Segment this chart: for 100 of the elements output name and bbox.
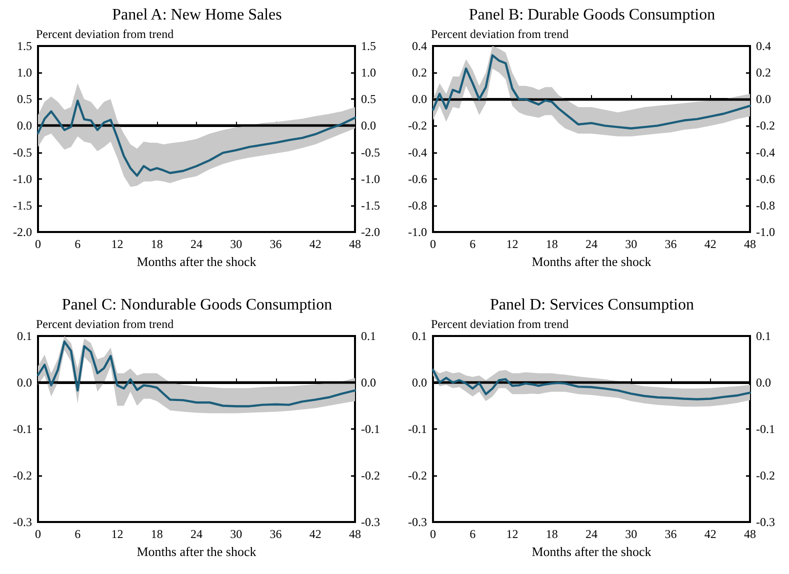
- y2-tick-label: 0.5: [361, 92, 376, 106]
- y2-tick-label: -0.2: [756, 468, 775, 482]
- y-tick-label: -0.5: [13, 145, 32, 160]
- y-tick-label: 0.0: [412, 92, 427, 106]
- y2-tick-label: 0.1: [756, 329, 771, 343]
- x-tick-label: 0: [35, 237, 41, 251]
- line-series: [432, 368, 752, 400]
- chart-title: Panel C: Nondurable Goods Consumption: [62, 296, 332, 314]
- y-tick-label: -0.4: [408, 145, 427, 160]
- y-tick-label: -0.2: [13, 468, 32, 482]
- x-axis-title: Months after the shock: [136, 254, 257, 269]
- y2-tick-label: 0.1: [361, 329, 376, 343]
- y2-tick-label: -1.5: [361, 198, 380, 212]
- x-tick-label: 42: [309, 527, 322, 541]
- y-tick-label: -1.5: [13, 198, 32, 212]
- x-tick-label: 42: [704, 527, 716, 541]
- x-tick-label: 36: [664, 237, 677, 251]
- x-tick-label: 48: [349, 237, 361, 251]
- x-tick-label: 6: [74, 527, 81, 541]
- chart-title: Panel D: Services Consumption: [490, 296, 694, 314]
- y2-tick-label: 0.0: [361, 376, 376, 390]
- y-tick-label: 1.5: [17, 39, 32, 53]
- x-tick-label: 30: [230, 527, 242, 541]
- x-tick-label: 6: [470, 527, 476, 541]
- y-tick-label: 0.1: [412, 329, 427, 343]
- x-tick-label: 24: [190, 527, 202, 541]
- y-tick-label: -0.2: [408, 468, 427, 482]
- y-tick-label: 0.1: [17, 329, 32, 343]
- x-tick-label: 18: [546, 237, 558, 251]
- x-tick-label: 36: [270, 237, 282, 251]
- x-tick-label: 30: [230, 237, 242, 251]
- y-tick-label: 0.0: [17, 118, 32, 133]
- x-tick-label: 0: [35, 527, 41, 541]
- x-tick-label: 0: [430, 527, 436, 541]
- x-tick-label: 12: [506, 237, 518, 251]
- x-tick-label: 18: [150, 527, 163, 541]
- y2-tick-label: -0.1: [361, 422, 380, 436]
- x-tick-label: 36: [664, 527, 677, 541]
- y2-tick-label: -0.4: [756, 145, 775, 160]
- y-tick-label: -1.0: [408, 225, 427, 239]
- y-tick-label: -0.1: [408, 422, 427, 436]
- y-tick-label: -2.0: [13, 225, 32, 239]
- y-tick-label: -0.3: [408, 515, 427, 529]
- x-tick-label: 12: [111, 237, 124, 251]
- y-tick-label: -1.0: [13, 172, 32, 186]
- y2-tick-label: 0.4: [756, 39, 771, 53]
- y2-tick-label: 0.0: [756, 92, 771, 106]
- y-tick-label: 0.2: [412, 66, 427, 80]
- x-axis-title: Months after the shock: [532, 544, 652, 559]
- line-series: [36, 100, 356, 177]
- x-tick-label: 24: [586, 527, 598, 541]
- x-tick-label: 6: [470, 237, 476, 251]
- y2-tick-label: -1.0: [361, 172, 380, 186]
- y-tick-label: 0.0: [412, 376, 427, 390]
- y-tick-label: 0.5: [17, 92, 32, 106]
- y2-tick-label: -0.2: [361, 468, 380, 482]
- y2-tick-label: 0.2: [756, 66, 771, 80]
- x-tick-label: 18: [150, 237, 163, 251]
- y-tick-label: 0.0: [17, 376, 32, 390]
- y-axis-title: Percent deviation from trend: [36, 27, 174, 42]
- x-tick-label: 48: [349, 527, 361, 541]
- x-tick-label: 36: [270, 527, 282, 541]
- y-tick-label: 1.0: [17, 66, 32, 80]
- y-tick-label: -0.3: [13, 515, 32, 529]
- y-tick-label: -0.2: [408, 118, 427, 133]
- y2-tick-label: 1.0: [361, 66, 376, 80]
- line-series: [432, 54, 752, 130]
- x-tick-label: 30: [625, 237, 638, 251]
- y2-tick-label: -0.5: [361, 145, 380, 160]
- x-tick-label: 6: [74, 237, 81, 251]
- y2-tick-label: -0.3: [361, 515, 380, 529]
- x-tick-label: 30: [625, 527, 638, 541]
- x-tick-label: 18: [546, 527, 558, 541]
- y-tick-label: -0.8: [408, 198, 427, 212]
- x-tick-label: 0: [430, 237, 436, 251]
- x-tick-label: 12: [111, 527, 124, 541]
- y2-tick-label: 0.0: [361, 118, 376, 133]
- y-axis-title: Percent deviation from trend: [431, 317, 569, 332]
- y-axis-title: Percent deviation from trend: [431, 27, 569, 42]
- x-axis-title: Months after the shock: [136, 544, 257, 559]
- y2-tick-label: -0.2: [756, 118, 775, 133]
- y2-tick-label: 1.5: [361, 39, 376, 53]
- y-tick-label: 0.4: [412, 39, 427, 53]
- x-axis-title: Months after the shock: [532, 254, 652, 269]
- y-tick-label: -0.1: [13, 422, 32, 436]
- x-tick-label: 48: [744, 527, 756, 541]
- y2-tick-label: -0.8: [756, 198, 775, 212]
- y2-tick-label: -0.1: [756, 422, 775, 436]
- y2-tick-label: 0.0: [756, 376, 771, 390]
- y2-tick-label: -2.0: [361, 225, 380, 239]
- x-tick-label: 42: [309, 237, 322, 251]
- y-axis-title: Percent deviation from trend: [36, 317, 174, 332]
- chart-title: Panel A: New Home Sales: [112, 6, 282, 24]
- y2-tick-label: -0.6: [756, 172, 775, 186]
- y2-tick-label: -0.3: [756, 515, 775, 529]
- y-tick-label: -0.6: [408, 172, 427, 186]
- y2-tick-label: -1.0: [756, 225, 775, 239]
- x-tick-label: 24: [190, 237, 202, 251]
- x-tick-label: 24: [586, 237, 598, 251]
- x-tick-label: 48: [744, 237, 756, 251]
